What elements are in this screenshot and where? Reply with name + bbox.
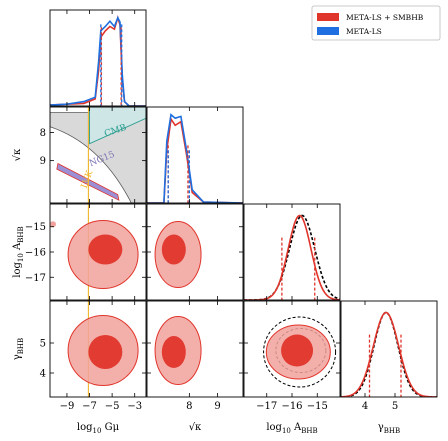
y-tick-label: −17 xyxy=(25,273,46,284)
contour-inner-gmu-abhb xyxy=(88,234,123,265)
x-tick-label: −9 xyxy=(60,401,75,412)
marginal-abhb-black xyxy=(244,214,340,300)
y-tick-label: 8 xyxy=(40,128,46,139)
y-tick-label: 5 xyxy=(40,339,46,350)
marginal-gamma-red xyxy=(341,311,437,397)
x-tick-label: −17 xyxy=(256,401,277,412)
x-tick-label: 9 xyxy=(214,401,220,412)
contour-inner-abhb-gamma xyxy=(281,334,314,367)
contour-dot xyxy=(50,221,56,228)
ylabel-sqrt-kappa: √κ xyxy=(12,148,23,161)
panel-frame xyxy=(146,106,244,204)
x-tick-label: 8 xyxy=(186,401,192,412)
marginal-kappa-blue xyxy=(147,113,243,203)
panel-frame xyxy=(49,9,147,107)
marginal-kappa-red xyxy=(147,116,243,203)
y-tick-label: 4 xyxy=(40,369,46,380)
contour-inner-kappa-gamma xyxy=(161,336,186,368)
x-tick-label: 4 xyxy=(362,401,368,412)
y-tick-label: −16 xyxy=(25,248,46,259)
legend-label: META-LS xyxy=(346,27,382,36)
x-tick-label: −7 xyxy=(82,401,97,412)
y-tick-label: −15 xyxy=(25,222,46,233)
marginal-gamma-black xyxy=(341,311,437,397)
legend-swatch xyxy=(317,27,339,35)
marginal-abhb-red xyxy=(244,214,340,300)
ylabel-gamma-bhb: γBHB xyxy=(12,338,25,360)
legend-swatch xyxy=(317,13,339,21)
x-tick-label: −5 xyxy=(105,401,120,412)
panel-frame xyxy=(49,106,147,204)
legend-label: META-LS + SMBHB xyxy=(346,13,424,22)
marginal-gmu-blue xyxy=(50,15,146,106)
xlabel-sqrt-kappa: √κ xyxy=(189,422,202,433)
legend-frame xyxy=(311,5,441,41)
xlabel-log10-gmu: log10 Gμ xyxy=(77,422,120,435)
y-tick-label: 9 xyxy=(40,156,46,167)
xlabel-gamma-bhb: γBHB xyxy=(378,422,400,435)
xlabel-log10-abhb: log10 ABHB xyxy=(266,422,317,435)
x-tick-label: −3 xyxy=(127,401,142,412)
excluded-region xyxy=(50,112,146,203)
x-tick-label: −16 xyxy=(281,401,302,412)
ylabel-log10-abhb: log10 ABHB xyxy=(12,226,25,277)
panel-frame xyxy=(146,300,244,398)
labels-layer: −9 −7 −5 −3 8 9 −17 −16 −15 4 5 9 8 −15 −16 −17 5 4 log10 … xyxy=(12,128,400,435)
ng15-region xyxy=(56,162,120,201)
contour-inner-kappa-abhb xyxy=(161,234,186,265)
contour-black-outer xyxy=(263,316,337,388)
x-tick-label: 5 xyxy=(392,401,398,412)
panel-frame xyxy=(49,300,147,398)
x-tick-label: −15 xyxy=(307,401,328,412)
legend: META-LS + SMBHB META-LS xyxy=(311,5,441,41)
contour-inner-gmu-gamma xyxy=(88,335,123,369)
cmb-region xyxy=(89,107,146,145)
panel-frame xyxy=(340,300,438,398)
